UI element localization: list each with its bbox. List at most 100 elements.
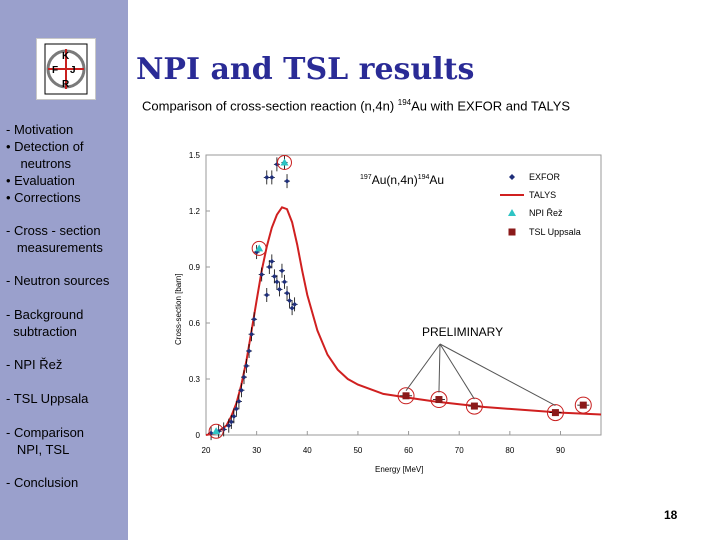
legend-label: TALYS (529, 190, 556, 200)
subtitle-superscript: 194 (397, 98, 412, 107)
y-tick-label: 1.2 (189, 207, 201, 216)
exfor-point (241, 374, 247, 380)
outline-motivation: - Motivation • Detection of neutrons • E… (6, 121, 84, 206)
logo-letter-j: J (70, 65, 76, 76)
outline-line: - Cross - section (6, 223, 101, 238)
exfor-point (271, 273, 277, 279)
subtitle-text-pre: Comparison of cross-section reaction (n,… (142, 98, 398, 114)
tsl-point (579, 401, 587, 409)
talys-curve (205, 206, 602, 436)
preliminary-label: PRELIMINARY (422, 325, 503, 339)
exfor-point (233, 406, 239, 412)
npi-highlight-circle (208, 423, 224, 439)
x-tick-label: 50 (353, 446, 362, 455)
exfor-point (269, 174, 275, 180)
exfor-point (269, 258, 275, 264)
npi-point (280, 158, 289, 166)
npi-point (255, 244, 264, 252)
outline-line: - Background (6, 307, 84, 322)
npi-highlight-circle (276, 154, 292, 170)
outline-neutron-sources: - Neutron sources (6, 272, 109, 289)
exfor-point (287, 298, 293, 304)
outline-line: - Neutron sources (6, 273, 110, 288)
legend: EXFOR TALYS NPI Řež TSL Uppsala (500, 172, 581, 237)
outline-cross-section: - Cross - section measurements (6, 222, 103, 256)
tsl-point (402, 392, 410, 400)
exfor-point (274, 279, 280, 285)
npi-highlight-circle (251, 240, 267, 256)
reaction-sup1: 197 (360, 174, 372, 181)
exfor-point (281, 279, 287, 285)
outline-line: - TSL Uppsala (6, 391, 89, 406)
y-tick-label: 1.5 (189, 151, 201, 160)
preliminary-arrow (439, 343, 475, 400)
outline-conclusion: - Conclusion (6, 474, 78, 491)
exfor-point (228, 419, 234, 425)
reaction-mid: Au(n,4n) (372, 173, 418, 187)
plot-frame (205, 154, 602, 436)
logo-letter-r: R (62, 79, 70, 90)
tsl-highlight-circle (574, 396, 592, 414)
outline-line: - Conclusion (6, 475, 79, 490)
exfor-point (266, 264, 272, 270)
institute-logo: K F J R (36, 38, 96, 100)
logo-icon: K F J R (44, 43, 88, 95)
reaction-label: 197Au(n,4n)194Au (360, 173, 444, 187)
outline-line: • Evaluation (6, 173, 75, 188)
outline-line: subtraction (6, 324, 77, 339)
tsl-point (551, 409, 559, 417)
exfor-point (292, 301, 298, 307)
preliminary-arrow (439, 343, 556, 407)
outline-line: - NPI Řež (6, 357, 63, 372)
exfor-point (276, 286, 282, 292)
reaction-sup2: 194 (418, 174, 430, 181)
logo-letter-k: K (62, 51, 70, 62)
slide-subtitle: Comparison of cross-section reaction (n,… (142, 98, 570, 113)
x-tick-label: 20 (202, 446, 211, 455)
exfor-point (249, 331, 255, 337)
exfor-point (264, 292, 270, 298)
x-tick-label: 70 (455, 446, 464, 455)
legend-marker-npi (508, 209, 516, 216)
legend-marker-exfor (509, 174, 515, 180)
legend-label: NPI Řež (529, 208, 563, 218)
reaction-end: Au (429, 173, 444, 187)
x-tick-label: 80 (505, 446, 514, 455)
outline-comparison: - Comparison NPI, TSL (6, 424, 84, 458)
outline-line: - Comparison (6, 425, 85, 440)
exfor-point (238, 387, 244, 393)
exfor-point (231, 413, 237, 419)
tsl-highlight-circle (397, 387, 415, 405)
exfor-point (244, 363, 250, 369)
x-axis-label: Energy [MeV] (375, 465, 423, 474)
logo-letter-f: F (52, 65, 58, 76)
y-tick-label: 0.3 (189, 375, 201, 384)
outline-npi-rez: - NPI Řež (6, 356, 62, 373)
exfor-point (284, 178, 290, 184)
x-tick-label: 30 (252, 446, 261, 455)
x-tick-label: 60 (404, 446, 413, 455)
outline-tsl-uppsala: - TSL Uppsala (6, 390, 88, 407)
y-axis-label: Cross-section [barn] (174, 273, 183, 345)
exfor-point (264, 174, 270, 180)
tsl-point (470, 402, 478, 410)
exfor-point (246, 348, 252, 354)
outline-line: • Corrections (6, 190, 81, 205)
y-tick-label: 0 (196, 431, 201, 440)
npi-point (212, 427, 221, 435)
legend-marker-tsl (508, 228, 516, 236)
x-tick-label: 90 (556, 446, 565, 455)
outline-line: • Detection of (6, 139, 84, 154)
exfor-point (279, 268, 285, 274)
outline-line: - Motivation (6, 122, 74, 137)
tsl-highlight-circle (546, 404, 564, 422)
exfor-point (289, 305, 295, 311)
y-tick-label: 0.6 (189, 319, 201, 328)
legend-label: EXFOR (529, 172, 561, 182)
slide-title: NPI and TSL results (136, 52, 475, 87)
exfor-point (251, 316, 257, 322)
exfor-point (284, 290, 290, 296)
tsl-highlight-circle (465, 397, 483, 415)
outline-background: - Background subtraction (6, 306, 83, 340)
